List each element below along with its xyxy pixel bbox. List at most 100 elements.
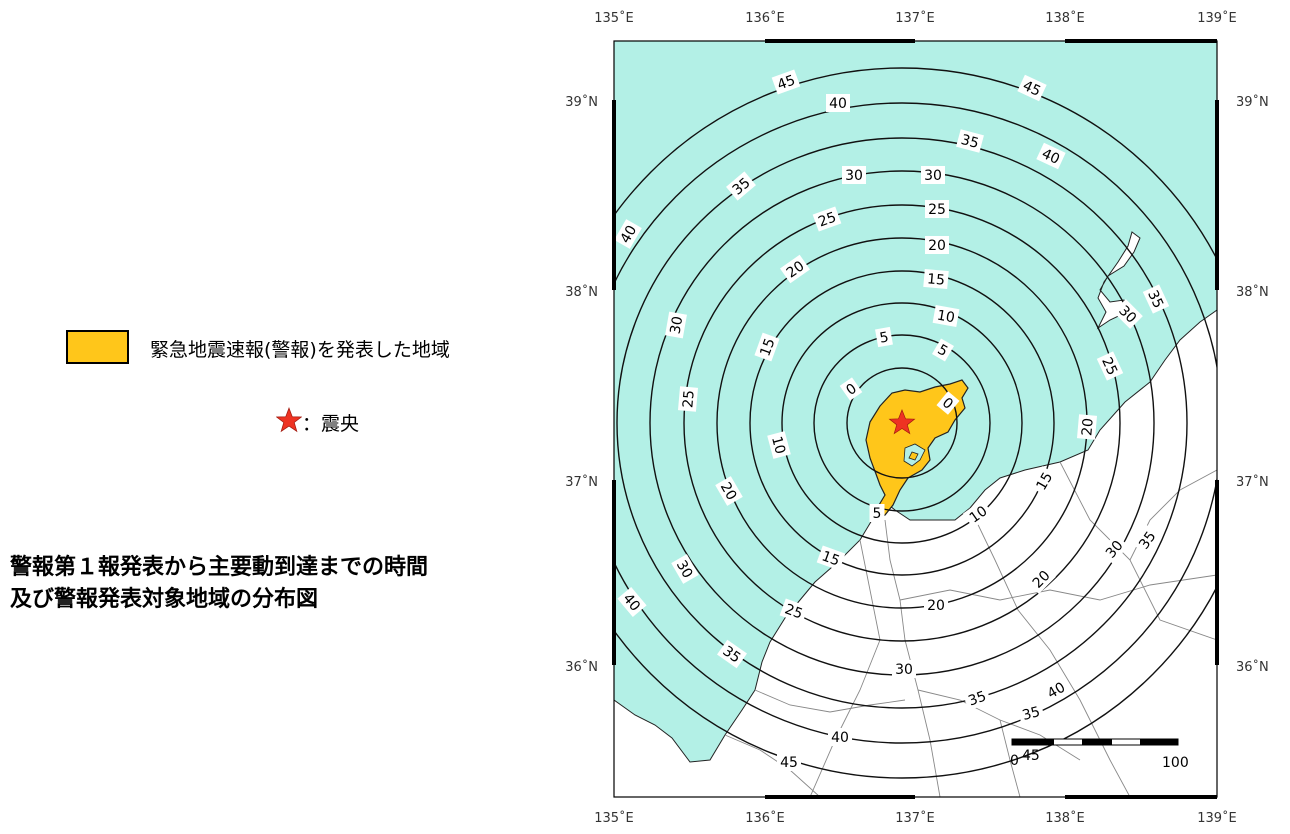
contour-label-text: 30 bbox=[673, 558, 696, 581]
contour-label: 40 bbox=[826, 94, 850, 112]
contour-label-text: 5 bbox=[878, 329, 890, 346]
contour-label: 30 bbox=[921, 166, 945, 184]
contour-label-text: 45 bbox=[1020, 78, 1043, 100]
lat-ticks-right: 39˚N 38˚N 37˚N 36˚N bbox=[1236, 94, 1269, 675]
contour-label-text: 30 bbox=[845, 168, 863, 184]
contour-label: 20 bbox=[925, 236, 949, 254]
contour-label-text: 25 bbox=[928, 202, 946, 218]
contour-label-text: 15 bbox=[820, 548, 842, 569]
contour-label: 35 bbox=[1142, 284, 1170, 314]
lat-tick-right-3: 36˚N bbox=[1236, 659, 1269, 675]
lon-tick-top-2: 137˚E bbox=[895, 10, 935, 26]
contour-labels: 0055510101015151515202020202020252525252… bbox=[614, 69, 1170, 771]
lon-tick-bottom-0: 135˚E bbox=[594, 810, 634, 826]
contour-label: 20 bbox=[924, 596, 948, 614]
contour-label: 25 bbox=[677, 386, 699, 412]
contour-label: 5 bbox=[869, 504, 885, 522]
lat-tick-left-0: 39˚N bbox=[565, 94, 598, 110]
lon-ticks-bottom: 135˚E 136˚E 137˚E 138˚E 139˚E bbox=[594, 810, 1237, 826]
contour-label-text: 20 bbox=[927, 598, 945, 614]
warning-area-swatch bbox=[66, 330, 129, 364]
contour-label-text: 5 bbox=[873, 506, 882, 522]
lon-tick-bottom-2: 137˚E bbox=[895, 810, 935, 826]
contour-label: 45 bbox=[771, 69, 801, 95]
contour-label-text: 35 bbox=[1021, 704, 1042, 724]
lon-tick-bottom-1: 136˚E bbox=[745, 810, 785, 826]
warning-area-label: 緊急地震速報(警報)を発表した地域 bbox=[150, 339, 450, 361]
contour-label-text: 40 bbox=[831, 730, 849, 746]
contour-label-text: 45 bbox=[775, 72, 797, 93]
contour-label-text: 20 bbox=[928, 238, 946, 254]
lon-tick-top-4: 139˚E bbox=[1197, 10, 1237, 26]
map-title: 警報第１報発表から主要動到達までの時間 及び警報発表対象地域の分布図 bbox=[10, 552, 428, 616]
contour-label: 25 bbox=[812, 206, 842, 232]
contour-label-text: 10 bbox=[768, 435, 788, 456]
lon-tick-bottom-3: 138˚E bbox=[1045, 810, 1085, 826]
contour-label-text: 40 bbox=[1039, 146, 1062, 168]
contour-label: 15 bbox=[754, 332, 780, 362]
contour-label: 5 bbox=[932, 338, 954, 362]
contour-label-text: 40 bbox=[1045, 679, 1068, 702]
contour-label-text: 40 bbox=[617, 223, 640, 246]
frame-bars bbox=[612, 39, 1219, 799]
contour-label-text: 35 bbox=[959, 132, 980, 152]
contour-label-text: 20 bbox=[717, 480, 740, 503]
map-title-line-2: 及び警報発表対象地域の分布図 bbox=[10, 587, 319, 612]
lat-tick-left-2: 37˚N bbox=[565, 474, 598, 490]
scale-end: 100 bbox=[1162, 755, 1189, 771]
contour-label: 30 bbox=[842, 166, 866, 184]
contour-label: 10 bbox=[767, 431, 791, 459]
contour-label: 45 bbox=[1017, 74, 1047, 102]
map-title-line-1: 警報第１報発表から主要動到達までの時間 bbox=[10, 555, 429, 580]
contour-label-text: 30 bbox=[668, 315, 687, 335]
contour-label: 15 bbox=[923, 268, 949, 290]
contour-label: 20 bbox=[1076, 414, 1098, 440]
contour-label-text: 35 bbox=[1144, 288, 1166, 311]
lat-tick-right-0: 39˚N bbox=[1236, 94, 1269, 110]
contour-label: 35 bbox=[962, 685, 992, 711]
lat-tick-right-2: 37˚N bbox=[1236, 474, 1269, 490]
contour-label: 30 bbox=[665, 311, 687, 339]
lat-tick-left-1: 38˚N bbox=[565, 284, 598, 300]
lat-tick-left-3: 36˚N bbox=[565, 659, 598, 675]
epicenter-label: ：震央 bbox=[302, 413, 360, 435]
contour-label: 10 bbox=[932, 305, 960, 327]
contour-label: 0 bbox=[839, 377, 863, 401]
contour-label: 25 bbox=[1096, 351, 1124, 381]
contour-label: 20 bbox=[715, 476, 743, 506]
contour-label: 15 bbox=[816, 545, 846, 571]
contour-label: 15 bbox=[1030, 466, 1058, 496]
contour-label: 35 bbox=[956, 129, 984, 153]
scale-bar: 0 45 100 bbox=[1010, 738, 1189, 771]
contour-label-text: 10 bbox=[936, 308, 956, 327]
contour-label-text: 35 bbox=[966, 688, 988, 709]
map-area: 0055510101015151515202020202020252525252… bbox=[614, 41, 1217, 797]
lon-tick-top-3: 138˚E bbox=[1045, 10, 1085, 26]
contour-label: 25 bbox=[925, 200, 949, 218]
lat-tick-right-1: 38˚N bbox=[1236, 284, 1269, 300]
star-icon bbox=[276, 407, 302, 433]
contour-label-text: 15 bbox=[926, 271, 945, 288]
contour-label-text: 25 bbox=[680, 390, 697, 409]
contour-label: 5 bbox=[875, 326, 893, 348]
contour-label-text: 20 bbox=[1079, 418, 1096, 437]
lon-tick-top-0: 135˚E bbox=[594, 10, 634, 26]
notojima-island bbox=[908, 451, 919, 461]
epicenter-star bbox=[888, 409, 916, 435]
contour-label: 0 bbox=[936, 391, 960, 415]
lon-tick-top-1: 136˚E bbox=[745, 10, 785, 26]
contour-label-text: 15 bbox=[757, 336, 778, 358]
contour-label: 40 bbox=[1041, 676, 1071, 704]
map-frame bbox=[613, 40, 1218, 798]
contour-label: 40 bbox=[614, 219, 642, 249]
contour-label-text: 30 bbox=[924, 168, 942, 184]
contour-label-text: 25 bbox=[1098, 355, 1120, 378]
contour-label-text: 25 bbox=[816, 209, 838, 230]
contour-label-text: 30 bbox=[895, 662, 913, 678]
lon-tick-bottom-4: 139˚E bbox=[1197, 810, 1237, 826]
boundaries bbox=[724, 461, 1217, 797]
scale-mid: 45 bbox=[1022, 748, 1040, 764]
contour-label: 45 bbox=[777, 753, 801, 771]
lat-ticks-left: 39˚N 38˚N 37˚N 36˚N bbox=[565, 94, 598, 675]
